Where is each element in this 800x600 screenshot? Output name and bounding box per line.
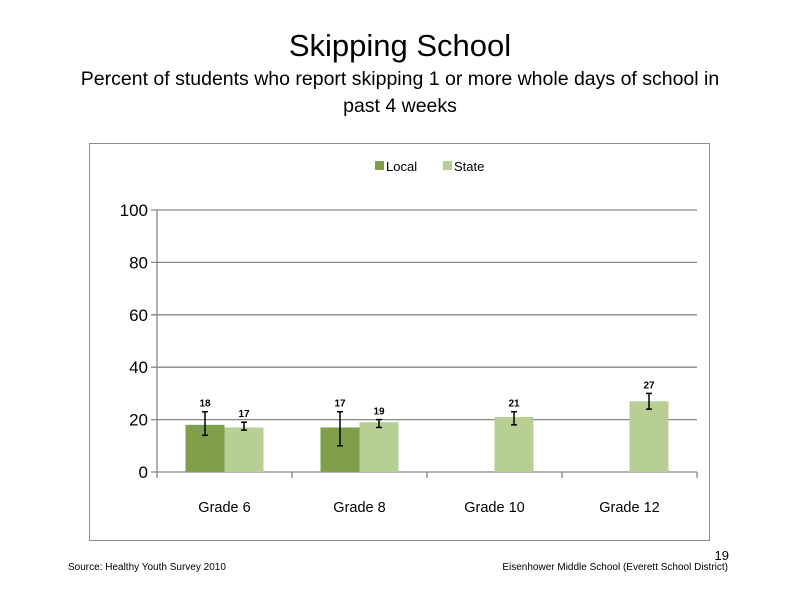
y-tick-label: 40: [129, 358, 148, 377]
y-tick-label: 20: [129, 411, 148, 430]
bar-state: [224, 427, 264, 472]
data-label: 27: [643, 380, 655, 391]
y-tick-label: 80: [129, 253, 148, 272]
x-tick-label: Grade 6: [198, 500, 250, 516]
y-tick-label: 100: [120, 201, 148, 220]
data-label: 19: [373, 407, 385, 418]
legend-label-state: State: [454, 159, 484, 174]
school-note: Eisenhower Middle School (Everett School…: [502, 562, 728, 573]
x-tick-label: Grade 12: [599, 500, 659, 516]
bar-state: [629, 401, 669, 472]
slide-title: Skipping School: [288, 28, 512, 63]
bar-state: [359, 422, 399, 472]
data-label: 21: [508, 399, 520, 410]
legend-swatch-state: [443, 161, 452, 170]
legend-label-local: Local: [386, 159, 417, 174]
data-label: 17: [238, 409, 250, 420]
slide-subtitle: Percent of students who report skipping …: [80, 68, 720, 117]
x-tick-label: Grade 10: [464, 500, 524, 516]
x-tick-label: Grade 8: [333, 500, 385, 516]
chart-frame: [89, 143, 710, 541]
data-label: 17: [334, 399, 346, 410]
bar-state: [494, 416, 534, 472]
page-number: 19: [714, 548, 729, 563]
source-note: Source: Healthy Youth Survey 2010: [68, 562, 226, 573]
data-label: 18: [199, 399, 211, 410]
y-tick-label: 60: [129, 306, 148, 325]
y-tick-label: 0: [139, 463, 148, 482]
legend-swatch-local: [375, 161, 384, 170]
